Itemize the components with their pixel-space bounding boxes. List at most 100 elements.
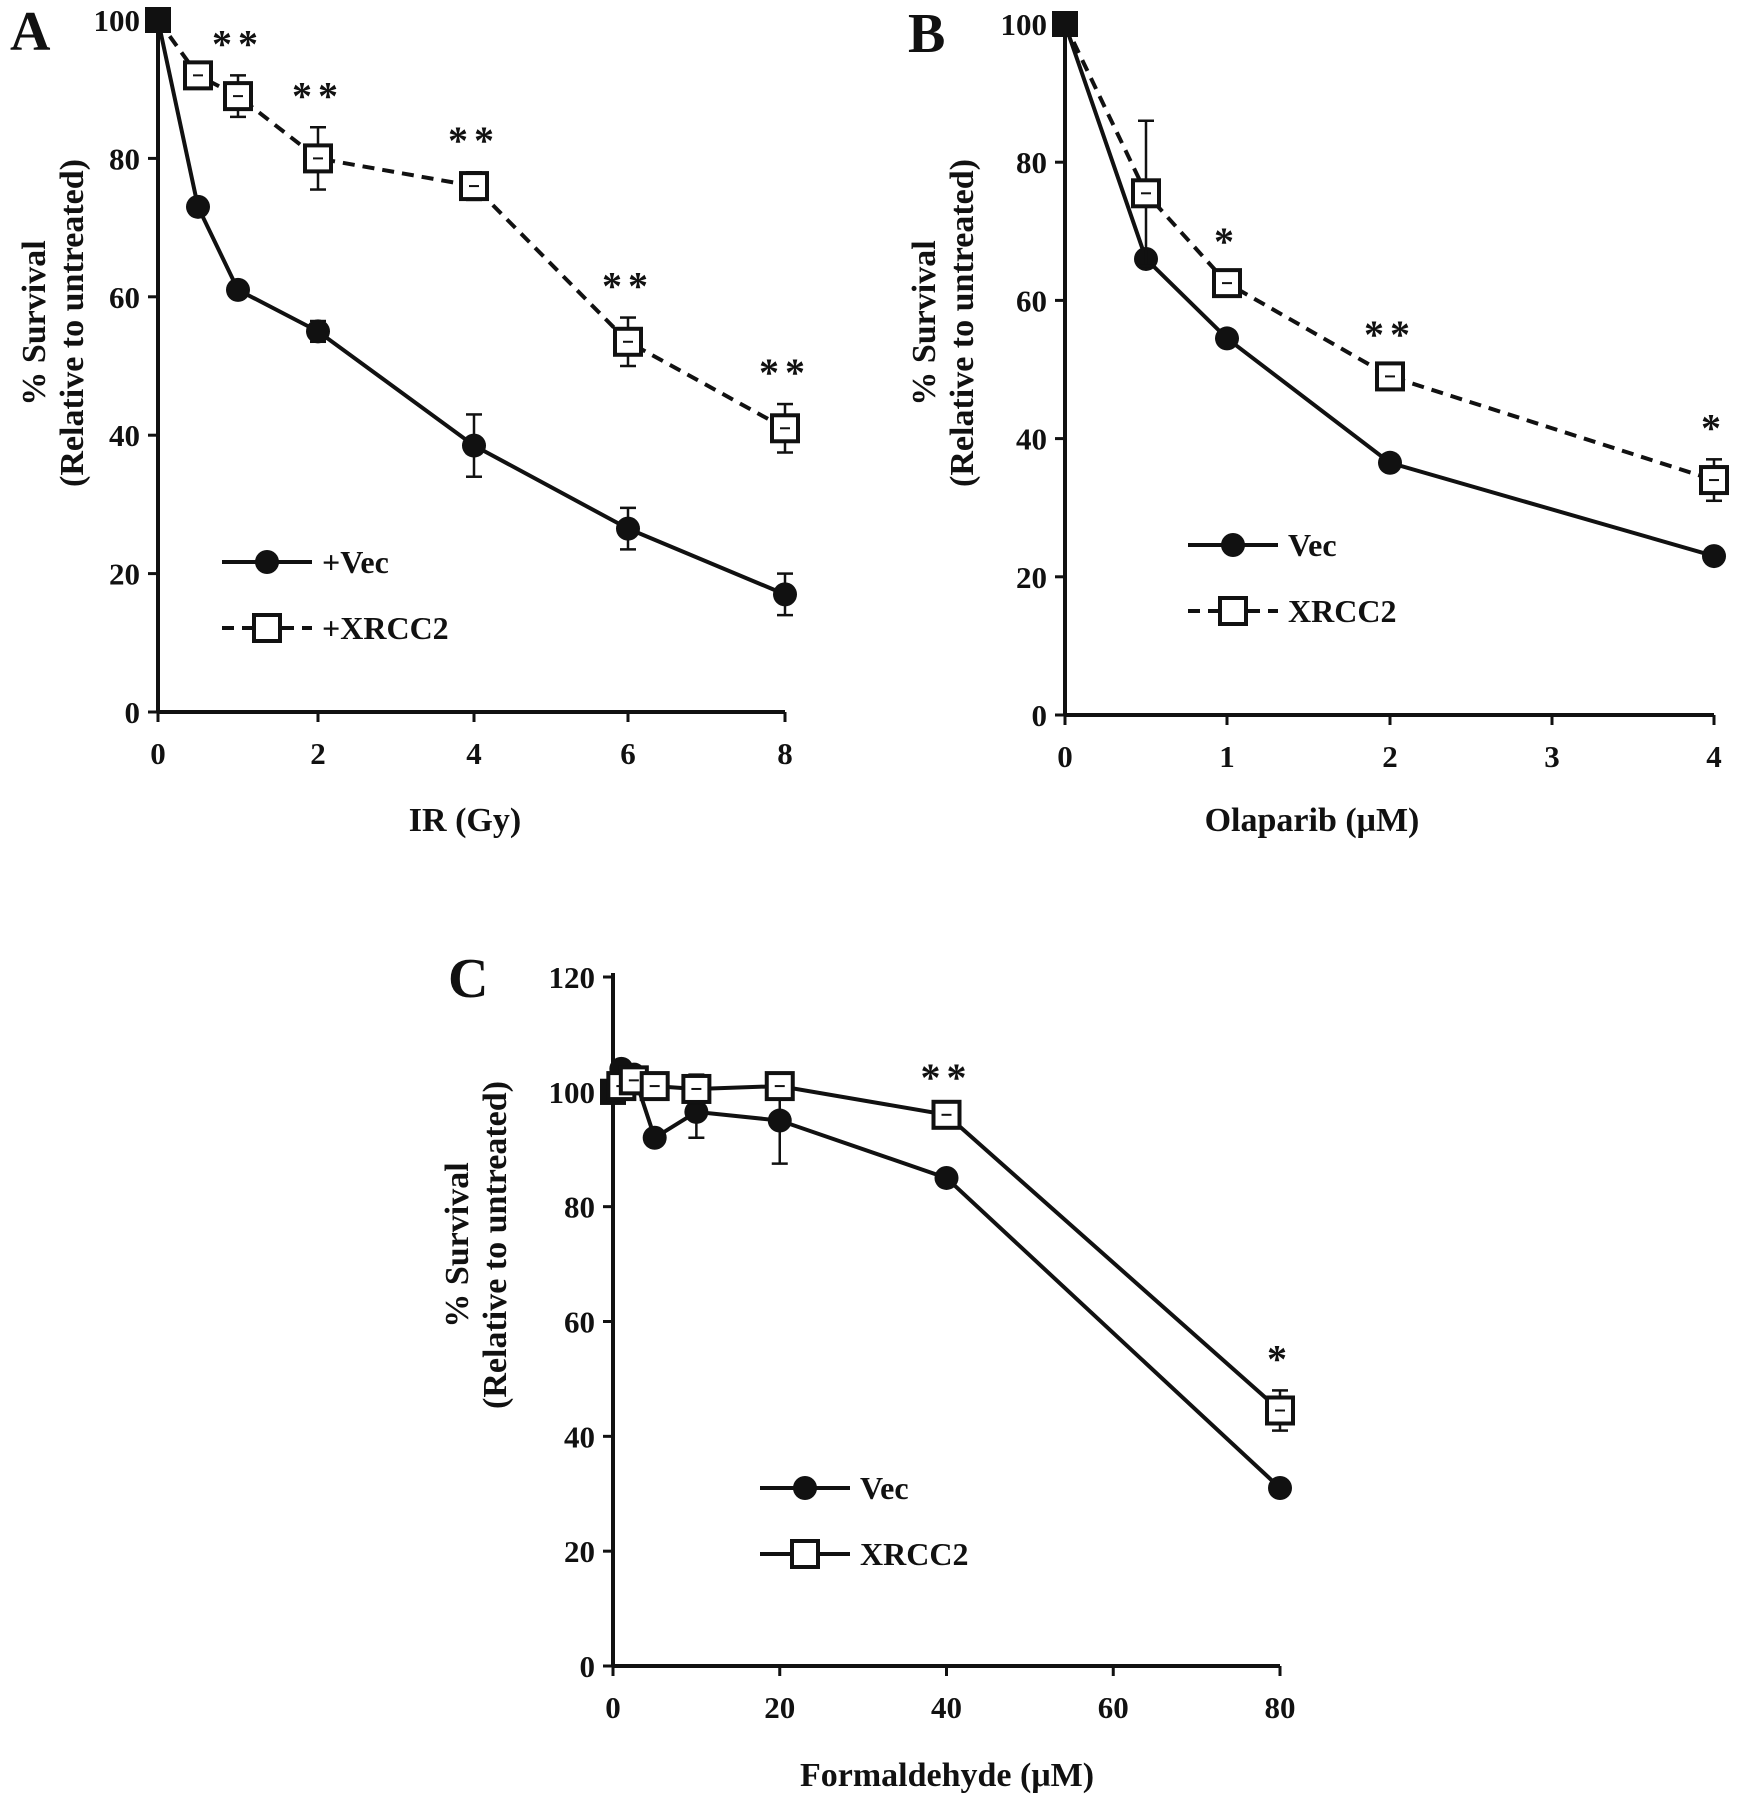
pc-series-xrcc2-line bbox=[611, 1078, 1282, 1412]
pa-series-xrcc2-marker bbox=[613, 326, 643, 357]
pa-x-tick-label: 8 bbox=[777, 736, 793, 771]
pc-series-vec-marker bbox=[767, 1108, 792, 1133]
pc-y-tick-label: 60 bbox=[564, 1305, 595, 1340]
pa-series-vec-marker bbox=[186, 194, 210, 219]
pa-x-tick-label: 2 bbox=[310, 736, 326, 771]
y-axis-title-c-line1: % Survival bbox=[439, 1162, 476, 1327]
pc-series-vec-line bbox=[611, 1066, 1282, 1490]
pb-series-vec-line bbox=[1063, 23, 1715, 558]
plot-area-a: 0 20 40 60 80 100 0 2 4 6 8 ** ** ** ** ** +Vec +XRCC2 bbox=[94, 3, 806, 771]
pc-y-tick-label: 0 bbox=[580, 1649, 596, 1684]
pb-y-tick-label: 60 bbox=[1016, 283, 1047, 318]
pc-legend-marker bbox=[793, 1476, 817, 1500]
pb-series-xrcc2-marker bbox=[1052, 11, 1078, 37]
pb-x-tick-label: 1 bbox=[1219, 739, 1235, 774]
pa-y-tick-label: 80 bbox=[109, 141, 140, 176]
pc-y-tick-label: 20 bbox=[564, 1534, 595, 1569]
pb-legend-marker bbox=[1221, 533, 1245, 557]
pc-legend-label: XRCC2 bbox=[860, 1536, 968, 1572]
panel-c: C Formaldehyde (μM) % Survival (Relative… bbox=[439, 948, 1296, 1794]
pb-series-xrcc2-line bbox=[1063, 23, 1715, 482]
pa-y-tick-label: 60 bbox=[109, 280, 140, 315]
y-axis-title-b-line1: % Survival bbox=[906, 240, 943, 405]
pb-legend-label: Vec bbox=[1288, 527, 1337, 563]
pa-x-tick-label: 0 bbox=[150, 736, 166, 771]
y-axis-title-c-line2: (Relative to untreated) bbox=[477, 1081, 514, 1409]
pc-x-tick-label: 0 bbox=[605, 1690, 621, 1725]
pb-significance-label: * bbox=[1214, 219, 1240, 264]
pb-legend-marker bbox=[1218, 596, 1248, 626]
x-axis-title-b: Olaparib (μM) bbox=[1205, 802, 1420, 839]
pb-legend-label: XRCC2 bbox=[1288, 593, 1396, 629]
panel-letter-b: B bbox=[908, 3, 945, 65]
panel-b: B Olaparib (μM) % Survival (Relative to … bbox=[906, 3, 1729, 839]
pc-series-vec-marker bbox=[934, 1165, 959, 1190]
pc-x-tick-label: 40 bbox=[931, 1690, 962, 1725]
pa-y-tick-label: 20 bbox=[109, 557, 140, 592]
pc-y-tick-label: 120 bbox=[549, 960, 596, 995]
pc-legend-marker bbox=[790, 1539, 820, 1569]
x-axis-title-c: Formaldehyde (μM) bbox=[800, 1757, 1094, 1794]
panel-a: A IR (Gy) % Survival (Relative to untrea… bbox=[10, 1, 806, 839]
pc-x-tick-label: 80 bbox=[1265, 1690, 1296, 1725]
pb-y-tick-label: 40 bbox=[1016, 422, 1047, 457]
pa-series-xrcc2-marker bbox=[183, 60, 213, 91]
x-axis-title-a: IR (Gy) bbox=[409, 802, 521, 839]
pa-legend-marker bbox=[255, 550, 279, 574]
pb-y-tick-label: 80 bbox=[1016, 145, 1047, 180]
pa-series-vec-marker bbox=[616, 516, 640, 541]
pa-series-vec-marker bbox=[306, 319, 330, 344]
pb-x-tick-label: 0 bbox=[1057, 739, 1073, 774]
pa-legend-label: +Vec bbox=[322, 544, 389, 580]
pc-significance-label: * bbox=[1267, 1336, 1293, 1381]
pb-series-xrcc2-marker bbox=[1212, 268, 1242, 299]
pc-x-tick-label: 60 bbox=[1098, 1690, 1129, 1725]
pa-series-xrcc2-marker bbox=[145, 7, 171, 33]
pb-y-tick-label: 100 bbox=[1001, 7, 1048, 42]
pb-series-vec-marker bbox=[1215, 326, 1239, 351]
pa-series-xrcc2-marker bbox=[459, 171, 489, 202]
pb-y-tick-label: 0 bbox=[1032, 698, 1048, 733]
pc-legend-label: Vec bbox=[860, 1470, 909, 1506]
pa-y-tick-label: 100 bbox=[94, 3, 141, 38]
pc-series-xrcc2-marker bbox=[1265, 1395, 1295, 1426]
y-axis-title-b-line2: (Relative to untreated) bbox=[944, 159, 981, 487]
pb-significance-label: ** bbox=[1364, 312, 1416, 357]
pa-legend-marker bbox=[252, 613, 282, 643]
panel-letter-a: A bbox=[10, 1, 51, 63]
pa-significance-label: ** bbox=[292, 73, 344, 118]
pa-x-tick-label: 6 bbox=[620, 736, 636, 771]
panel-letter-c: C bbox=[448, 948, 488, 1010]
pb-series-vec-marker bbox=[1378, 450, 1402, 475]
pc-y-tick-label: 100 bbox=[549, 1075, 596, 1110]
pc-series-vec-marker bbox=[684, 1099, 709, 1124]
pa-y-tick-label: 40 bbox=[109, 418, 140, 453]
pc-series-vec-marker bbox=[642, 1125, 667, 1150]
pa-x-tick-label: 4 bbox=[466, 736, 482, 771]
y-axis-title-a-line2: (Relative to untreated) bbox=[54, 159, 91, 487]
pb-x-tick-label: 2 bbox=[1382, 739, 1398, 774]
pc-series-vec-marker bbox=[1268, 1476, 1292, 1501]
pa-series-xrcc2-marker bbox=[770, 413, 800, 444]
pb-y-tick-label: 20 bbox=[1016, 560, 1047, 595]
pa-y-tick-label: 0 bbox=[125, 695, 141, 730]
pa-significance-label: ** bbox=[212, 21, 264, 66]
pb-significance-label: * bbox=[1701, 405, 1727, 450]
pc-significance-label: ** bbox=[921, 1055, 973, 1100]
pa-series-vec-marker bbox=[462, 433, 486, 458]
y-axis-title-a-line1: % Survival bbox=[16, 240, 53, 405]
pa-series-vec-marker bbox=[773, 582, 797, 607]
pb-x-tick-label: 4 bbox=[1706, 739, 1722, 774]
pa-significance-label: ** bbox=[448, 118, 500, 163]
pa-series-vec-marker bbox=[226, 277, 250, 302]
pb-x-tick-label: 3 bbox=[1544, 739, 1560, 774]
pc-y-tick-label: 40 bbox=[564, 1419, 595, 1454]
pb-series-vec-marker bbox=[1702, 544, 1726, 569]
pc-y-tick-label: 80 bbox=[564, 1190, 595, 1225]
pc-x-tick-label: 20 bbox=[764, 1690, 795, 1725]
pa-legend-label: +XRCC2 bbox=[322, 610, 449, 646]
pa-significance-label: ** bbox=[602, 264, 654, 309]
